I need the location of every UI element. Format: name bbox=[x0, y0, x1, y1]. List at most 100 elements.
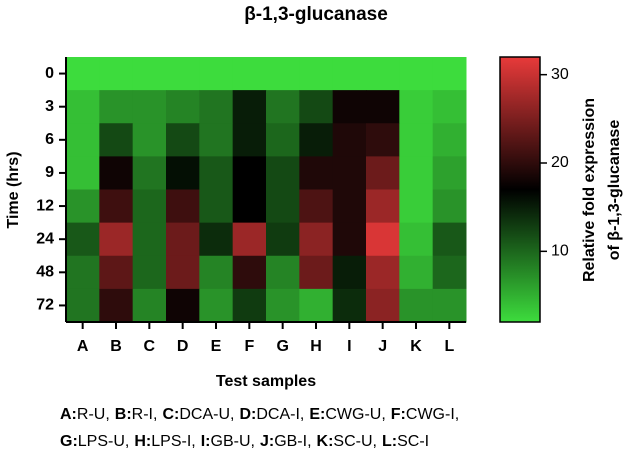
heatmap-cell bbox=[399, 57, 434, 91]
x-axis-label: Test samples bbox=[216, 373, 316, 390]
heatmap-cell bbox=[299, 255, 334, 290]
heatmap-cell bbox=[366, 57, 400, 91]
heatmap-cell bbox=[266, 57, 300, 91]
heatmap-cell bbox=[166, 222, 200, 257]
heatmap-cell bbox=[266, 222, 300, 257]
footnote-text: GB-I, bbox=[274, 433, 311, 450]
heatmap-cell bbox=[399, 189, 434, 224]
heatmap-cell bbox=[99, 123, 134, 157]
footnote-text: SC-I bbox=[397, 433, 429, 450]
y-tick-label: 12 bbox=[36, 197, 54, 214]
heatmap-cell bbox=[366, 288, 400, 323]
heatmap-cell bbox=[132, 189, 167, 224]
heatmap-cell bbox=[232, 57, 267, 91]
heatmap-cell bbox=[166, 288, 200, 323]
colorbar-tick-label: 30 bbox=[551, 66, 569, 83]
heatmap-cell bbox=[366, 222, 400, 257]
heatmap-cell bbox=[99, 255, 134, 290]
heatmap-cell bbox=[299, 222, 334, 257]
heatmap-cell bbox=[99, 189, 134, 224]
footnote-key: C: bbox=[162, 406, 179, 423]
heatmap-cell bbox=[432, 222, 467, 257]
heatmap-cell bbox=[299, 156, 334, 190]
footnote-key: G: bbox=[60, 433, 78, 450]
heatmap-cell bbox=[432, 189, 467, 224]
heatmap-cell bbox=[366, 189, 400, 224]
footnote: G:LPS-U, H:LPS-I, I:GB-U, J:GB-I, K:SC-U, L:S… bbox=[60, 433, 429, 450]
heatmap-cell bbox=[299, 288, 334, 323]
heatmap-cell bbox=[199, 288, 234, 323]
heatmap-cell bbox=[99, 57, 134, 91]
footnote-key: A: bbox=[60, 406, 77, 423]
x-tick-label: B bbox=[110, 338, 122, 355]
y-tick-label: 24 bbox=[36, 230, 54, 247]
x-tick-label: G bbox=[276, 338, 288, 355]
x-tick-label: E bbox=[211, 338, 222, 355]
heatmap-cell bbox=[332, 255, 367, 290]
heatmap-cell bbox=[332, 288, 367, 323]
heatmap-cell bbox=[366, 255, 400, 290]
chart-title: β-1,3-glucanase bbox=[244, 4, 388, 25]
heatmap-cell bbox=[332, 90, 367, 124]
colorbar bbox=[499, 56, 541, 323]
heatmap-cell bbox=[332, 156, 367, 190]
colorbar-label: of β-1,3-glucanase bbox=[606, 120, 623, 261]
heatmap-cell bbox=[366, 123, 400, 157]
heatmap-cell bbox=[266, 288, 300, 323]
heatmap-cell bbox=[399, 90, 434, 124]
x-tick-label: L bbox=[444, 338, 454, 355]
heatmap-cell bbox=[199, 123, 234, 157]
heatmap-cell bbox=[166, 156, 200, 190]
heatmap-cell bbox=[366, 90, 400, 124]
heatmap-cell bbox=[199, 189, 234, 224]
heatmap-cell bbox=[266, 123, 300, 157]
footnote: A:R-U, B:R-I, C:DCA-U, D:DCA-I, E:CWG-U, F:CW… bbox=[60, 406, 459, 423]
y-tick-label: 3 bbox=[45, 98, 54, 115]
footnote-key: L: bbox=[382, 433, 397, 450]
heatmap-cell bbox=[99, 90, 134, 124]
heatmap-cell bbox=[66, 255, 100, 290]
heatmap-cell bbox=[266, 156, 300, 190]
heatmap-cell bbox=[399, 222, 434, 257]
heatmap-cell bbox=[132, 255, 167, 290]
heatmap-cell bbox=[199, 90, 234, 124]
heatmap-cell bbox=[199, 255, 234, 290]
heatmap-cell bbox=[432, 255, 467, 290]
heatmap-cell bbox=[99, 288, 134, 323]
footnote-key: K: bbox=[317, 433, 334, 450]
heatmap-cell bbox=[332, 222, 367, 257]
heatmap-cell bbox=[232, 255, 267, 290]
footnote-key: I: bbox=[201, 433, 211, 450]
footnote-key: F: bbox=[391, 406, 406, 423]
heatmap-cell bbox=[332, 189, 367, 224]
heatmap-cell bbox=[399, 288, 434, 323]
heatmap-cell bbox=[399, 255, 434, 290]
heatmap-cell bbox=[299, 90, 334, 124]
footnote-key: D: bbox=[239, 406, 256, 423]
y-axis-label: Time (hrs) bbox=[5, 151, 22, 228]
heatmap-cell bbox=[66, 57, 100, 91]
footnote-key: E: bbox=[309, 406, 325, 423]
heatmap-cell bbox=[132, 90, 167, 124]
heatmap-cell bbox=[232, 90, 267, 124]
heatmap-cell bbox=[266, 255, 300, 290]
footnote-key: B: bbox=[115, 406, 132, 423]
heatmap-cell bbox=[432, 288, 467, 323]
colorbar-tick-label: 10 bbox=[551, 243, 569, 260]
y-tick-label: 6 bbox=[45, 131, 54, 148]
heatmap-cell bbox=[266, 90, 300, 124]
heatmap-cell bbox=[432, 123, 467, 157]
y-tick-label: 72 bbox=[36, 297, 54, 314]
footnote-text: DCA-I, bbox=[256, 406, 304, 423]
heatmap-cell bbox=[399, 156, 434, 190]
footnote-key: J: bbox=[260, 433, 274, 450]
heatmap-cell bbox=[132, 156, 167, 190]
x-tick-label: K bbox=[410, 338, 422, 355]
heatmap-cell bbox=[99, 222, 134, 257]
heatmap-cell bbox=[166, 255, 200, 290]
heatmap-cell bbox=[66, 123, 100, 157]
heatmap-cell bbox=[132, 288, 167, 323]
x-tick-label: I bbox=[347, 338, 351, 355]
heatmap-cell bbox=[166, 90, 200, 124]
y-tick-label: 9 bbox=[45, 164, 54, 181]
